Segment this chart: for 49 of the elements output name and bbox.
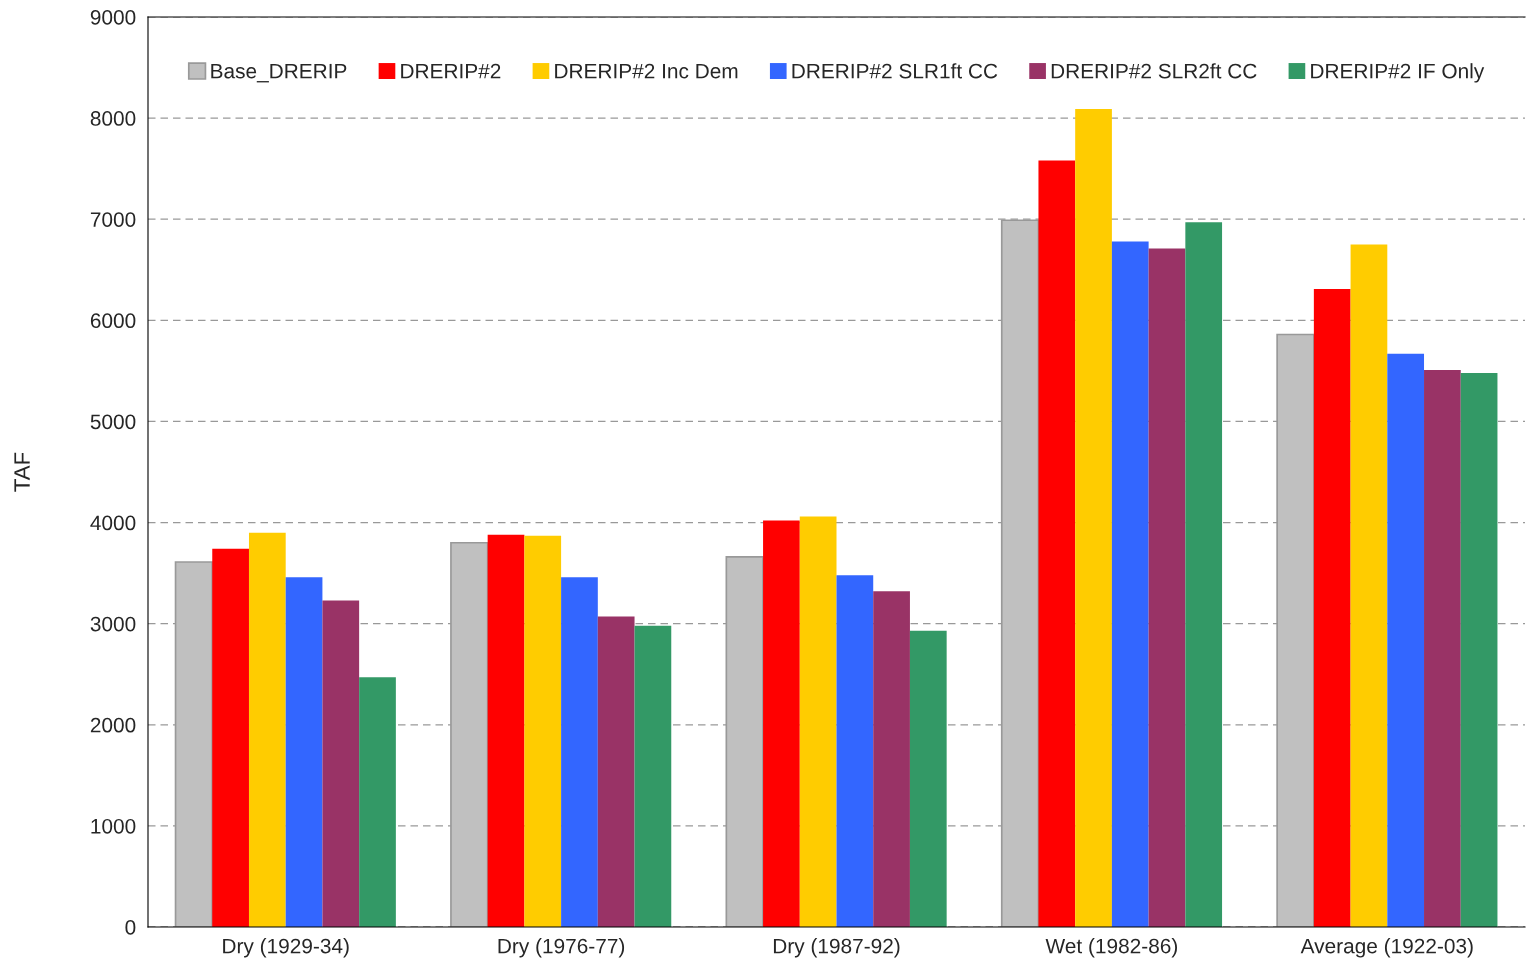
bar (1148, 248, 1186, 927)
bar (1111, 241, 1149, 927)
bar (1038, 160, 1076, 927)
legend-label: DRERIP#2 SLR2ft CC (1051, 63, 1257, 79)
x-tick-label: Average (1922-03) (1300, 938, 1473, 958)
bar (836, 575, 874, 927)
y-tick-label: 6000 (90, 313, 136, 329)
bar (1460, 372, 1498, 927)
bar (487, 534, 525, 927)
bar (1350, 244, 1388, 927)
legend-label: DRERIP#2 (401, 63, 501, 79)
y-tick-label: 2000 (90, 717, 136, 733)
bar (763, 520, 800, 927)
y-tick-label: 8000 (90, 111, 136, 126)
bar (634, 625, 672, 927)
y-tick-label: 5000 (90, 414, 136, 430)
bar (873, 591, 910, 927)
bar (1075, 109, 1112, 927)
legend-label: DRERIP#2 Inc Dem (555, 63, 738, 79)
bar (285, 577, 323, 927)
legend-label: DRERIP#2 SLR1ft CC (792, 63, 998, 79)
y-tick-label: 4000 (90, 515, 136, 531)
bar (1313, 288, 1351, 927)
bar (561, 577, 598, 927)
bar (248, 532, 286, 927)
y-tick-label: 9000 (90, 10, 136, 25)
y-tick-label: 0 (125, 920, 136, 935)
bar (174, 561, 214, 927)
bar (597, 616, 635, 927)
bar (1185, 222, 1223, 927)
y-tick-label: 7000 (90, 212, 136, 227)
bar (524, 535, 562, 927)
x-tick-label: Dry (1929-34) (223, 938, 349, 958)
bar (212, 548, 249, 927)
y-tick-label: 1000 (91, 818, 136, 834)
y-axis-title: TAF (14, 452, 30, 492)
x-tick-label: Dry (1987-92) (773, 938, 900, 958)
bar (799, 516, 837, 927)
bar (1387, 353, 1425, 927)
legend-label: DRERIP#2 IF Only (1311, 63, 1485, 83)
x-tick-label: Wet (1982-86) (1045, 938, 1178, 958)
x-tick-label: Dry (1976-77) (498, 938, 625, 958)
bar (909, 630, 947, 927)
bar (322, 600, 360, 927)
bar (1424, 369, 1461, 927)
y-tick-label: 3000 (90, 616, 136, 632)
legend-label: Base_DRERIP (211, 63, 347, 83)
bar (359, 677, 396, 927)
bar (1000, 219, 1040, 927)
